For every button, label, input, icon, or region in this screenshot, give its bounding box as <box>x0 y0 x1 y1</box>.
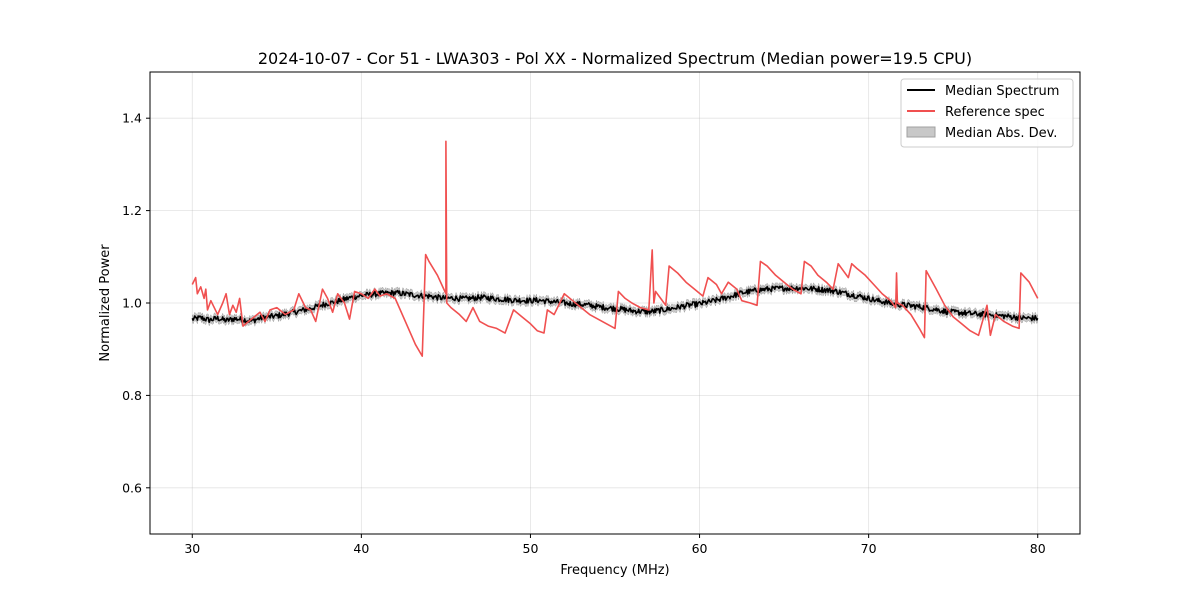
legend-label-reference-spec: Reference spec <box>945 105 1045 120</box>
x-axis-label: Frequency (MHz) <box>560 563 669 578</box>
x-tick-label: 80 <box>1030 541 1046 556</box>
y-tick-label: 1.2 <box>122 203 142 218</box>
legend-box <box>900 78 1074 148</box>
legend-swatch-mad <box>906 126 936 138</box>
reference-spec-line <box>191 140 1039 357</box>
x-tick-label: 60 <box>692 541 708 556</box>
y-tick-label: 0.6 <box>122 480 142 495</box>
y-axis-ticks: 0.6 0.8 1.0 1.2 1.4 <box>122 111 150 495</box>
legend: Median Spectrum Reference spec Median Ab… <box>900 78 1074 148</box>
legend-label-median-spectrum: Median Spectrum <box>945 84 1059 99</box>
x-tick-label: 70 <box>861 541 877 556</box>
x-tick-label: 50 <box>523 541 539 556</box>
legend-label-mad: Median Abs. Dev. <box>945 126 1057 141</box>
x-tick-label: 30 <box>184 541 200 556</box>
x-tick-label: 40 <box>353 541 369 556</box>
x-axis-ticks: 30 40 50 60 70 80 <box>184 534 1046 556</box>
series-layer <box>191 140 1039 357</box>
y-axis-label: Normalized Power <box>98 244 113 362</box>
y-tick-label: 1.0 <box>122 296 142 311</box>
plot-area <box>191 140 1039 357</box>
y-tick-label: 1.4 <box>122 111 142 126</box>
y-tick-label: 0.8 <box>122 388 142 403</box>
chart-title: 2024-10-07 - Cor 51 - LWA303 - Pol XX - … <box>258 49 972 68</box>
